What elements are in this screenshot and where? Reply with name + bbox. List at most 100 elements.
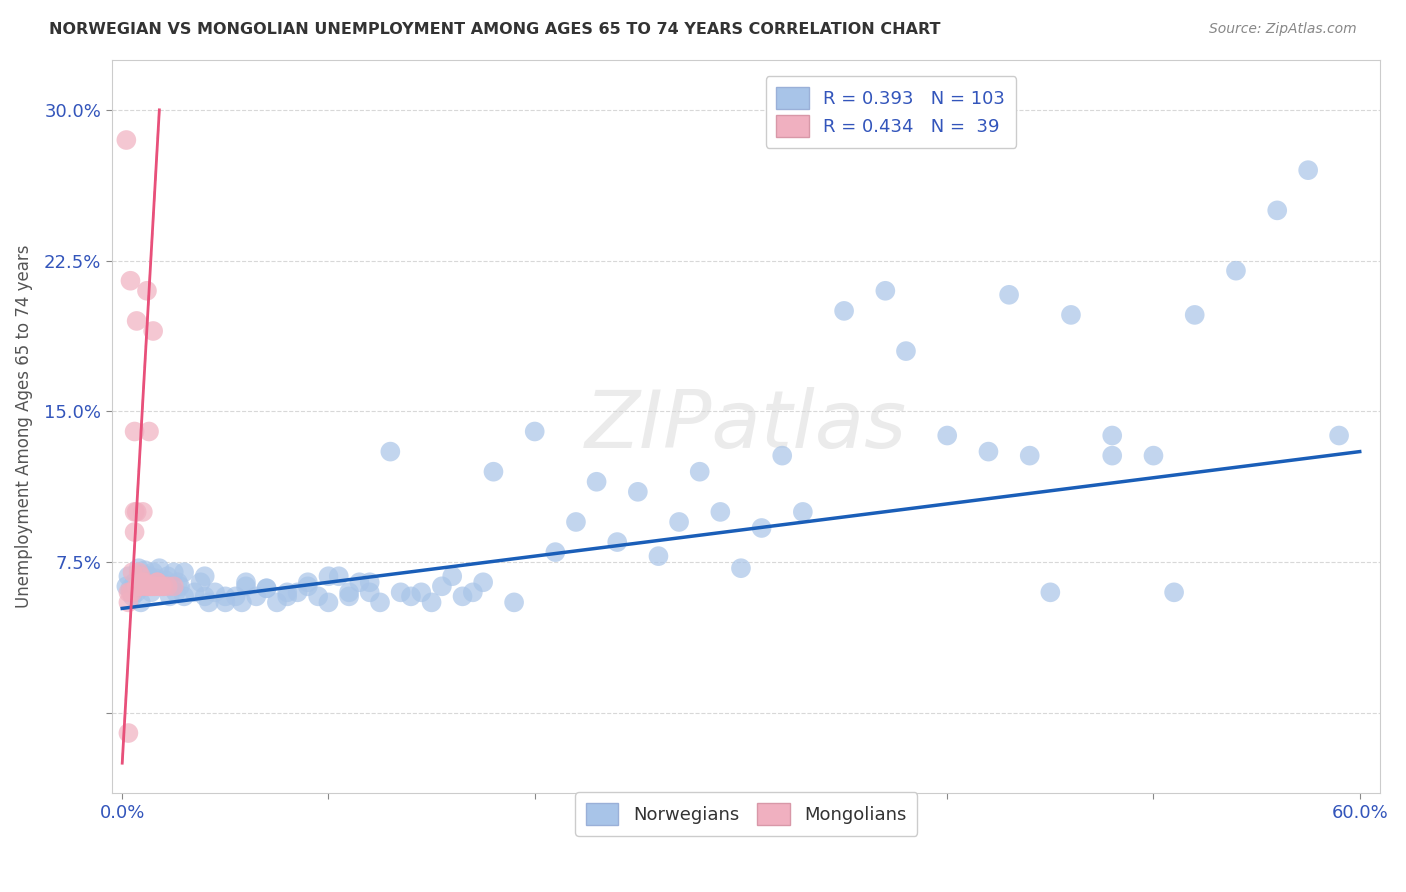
Point [297, 579, 319, 593]
Point [121, 566, 143, 580]
Y-axis label: Unemployment Among Ages 65 to 74 years: Unemployment Among Ages 65 to 74 years [15, 244, 32, 608]
Point [117, 569, 139, 583]
Point [194, 569, 217, 583]
Point [129, 579, 152, 593]
Point [125, 579, 148, 593]
Point [115, 579, 138, 593]
Point [204, 585, 226, 599]
Point [128, 566, 150, 580]
Text: NORWEGIAN VS MONGOLIAN UNEMPLOYMENT AMONG AGES 65 TO 74 YEARS CORRELATION CHART: NORWEGIAN VS MONGOLIAN UNEMPLOYMENT AMON… [49, 22, 941, 37]
Point [770, 449, 793, 463]
Point [155, 574, 177, 588]
Point [136, 284, 159, 298]
Point [256, 582, 278, 596]
Point [163, 579, 186, 593]
Point [214, 590, 236, 604]
Point [121, 585, 143, 599]
Point [167, 575, 190, 590]
Point [132, 505, 155, 519]
Point [461, 585, 484, 599]
Point [287, 585, 309, 599]
Point [136, 575, 159, 590]
Point [1327, 428, 1350, 442]
Point [120, 274, 142, 288]
Point [276, 585, 298, 599]
Point [318, 569, 340, 583]
Point [709, 505, 731, 519]
Point [124, 575, 146, 590]
Point [198, 595, 221, 609]
Point [894, 344, 917, 359]
Point [441, 569, 464, 583]
Point [190, 575, 212, 590]
Point [472, 575, 495, 590]
Point [1265, 203, 1288, 218]
Point [627, 484, 650, 499]
Point [143, 579, 166, 593]
Point [148, 561, 170, 575]
Point [420, 595, 443, 609]
Point [125, 585, 148, 599]
Point [165, 585, 187, 599]
Point [389, 585, 412, 599]
Point [349, 575, 371, 590]
Point [125, 314, 148, 328]
Point [138, 579, 160, 593]
Point [1163, 585, 1185, 599]
Point [297, 575, 319, 590]
Text: ZIPatlas: ZIPatlas [585, 387, 907, 466]
Point [156, 579, 179, 593]
Point [142, 324, 165, 338]
Point [503, 595, 526, 609]
Point [245, 590, 267, 604]
Point [169, 579, 191, 593]
Point [1060, 308, 1083, 322]
Point [124, 524, 146, 539]
Point [328, 569, 350, 583]
Point [120, 585, 142, 599]
Point [160, 579, 183, 593]
Point [936, 428, 959, 442]
Point [359, 585, 381, 599]
Point [150, 575, 173, 590]
Point [156, 569, 179, 583]
Point [194, 590, 217, 604]
Point [142, 566, 165, 580]
Point [647, 549, 669, 563]
Point [143, 571, 166, 585]
Point [173, 566, 195, 580]
Point [451, 590, 474, 604]
Point [134, 575, 156, 590]
Point [1296, 163, 1319, 178]
Point [1039, 585, 1062, 599]
Point [266, 595, 288, 609]
Point [138, 569, 160, 583]
Point [411, 585, 433, 599]
Point [132, 575, 155, 590]
Point [150, 579, 173, 593]
Point [173, 590, 195, 604]
Point [276, 590, 298, 604]
Point [132, 567, 155, 582]
Point [689, 465, 711, 479]
Point [235, 575, 257, 590]
Point [544, 545, 567, 559]
Point [668, 515, 690, 529]
Point [307, 590, 329, 604]
Point [136, 579, 159, 593]
Point [730, 561, 752, 575]
Point [792, 505, 814, 519]
Point [117, 585, 139, 599]
Point [337, 585, 360, 599]
Point [235, 579, 257, 593]
Point [606, 535, 628, 549]
Point [129, 595, 152, 609]
Point [585, 475, 607, 489]
Point [1184, 308, 1206, 322]
Legend: Norwegians, Mongolians: Norwegians, Mongolians [575, 792, 917, 836]
Point [875, 284, 897, 298]
Point [159, 590, 181, 604]
Point [1225, 263, 1247, 277]
Point [121, 590, 143, 604]
Point [399, 590, 422, 604]
